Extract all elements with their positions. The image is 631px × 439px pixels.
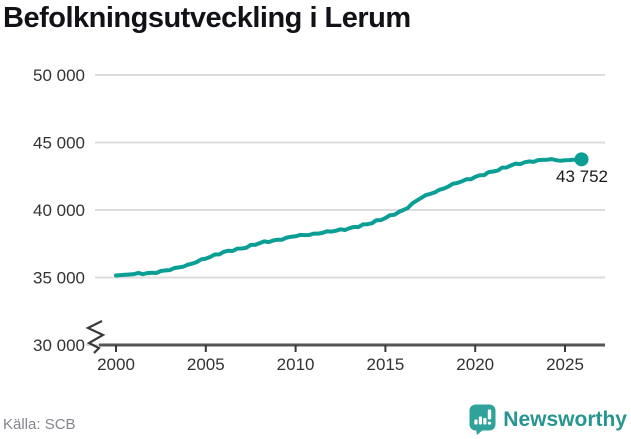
svg-text:50 000: 50 000 [33, 66, 85, 85]
svg-text:2025: 2025 [546, 355, 584, 374]
svg-text:2020: 2020 [456, 355, 494, 374]
svg-text:30 000: 30 000 [33, 336, 85, 355]
svg-text:45 000: 45 000 [33, 134, 85, 153]
svg-text:40 000: 40 000 [33, 201, 85, 220]
newsworthy-wordmark: Newsworthy [503, 407, 627, 431]
svg-text:2005: 2005 [187, 355, 225, 374]
newsworthy-logo[interactable]: Newsworthy [469, 404, 627, 435]
svg-text:35 000: 35 000 [33, 269, 85, 288]
chart-title: Befolkningsutveckling i Lerum [3, 2, 411, 34]
newsworthy-bars-speech-bubble-icon [469, 404, 496, 435]
svg-text:2000: 2000 [97, 355, 135, 374]
last-value-label: 43 752 [556, 167, 608, 186]
svg-text:2015: 2015 [366, 355, 404, 374]
source-attribution: Källa: SCB [3, 416, 76, 433]
svg-text:2010: 2010 [277, 355, 315, 374]
